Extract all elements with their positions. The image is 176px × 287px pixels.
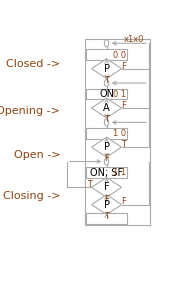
Text: T: T [104, 115, 109, 124]
Text: F: F [104, 195, 109, 203]
Text: F: F [121, 61, 126, 71]
Text: P: P [103, 142, 110, 152]
Text: 0 1: 0 1 [112, 90, 126, 99]
Circle shape [104, 40, 109, 47]
Text: x1x0: x1x0 [124, 36, 144, 44]
Circle shape [104, 79, 109, 87]
Text: T: T [87, 180, 92, 189]
Text: Open ->: Open -> [14, 150, 60, 160]
Text: F: F [104, 182, 109, 192]
Text: T: T [104, 76, 109, 85]
Circle shape [104, 158, 109, 165]
Circle shape [104, 119, 109, 126]
Text: F: F [121, 101, 126, 110]
Text: Closing ->: Closing -> [3, 191, 60, 201]
Text: Opening ->: Opening -> [0, 106, 60, 116]
Text: 1 0: 1 0 [112, 129, 126, 138]
Polygon shape [92, 59, 122, 79]
Text: ON: ON [99, 89, 114, 99]
Text: T: T [104, 212, 109, 221]
Text: Closed ->: Closed -> [6, 59, 60, 69]
Polygon shape [92, 177, 122, 197]
FancyBboxPatch shape [86, 213, 127, 224]
Text: P: P [103, 64, 110, 74]
FancyBboxPatch shape [86, 128, 127, 139]
Text: T: T [121, 140, 126, 149]
Text: A: A [103, 103, 110, 113]
Text: F: F [104, 154, 109, 163]
Text: 1 1: 1 1 [112, 168, 126, 177]
FancyBboxPatch shape [86, 49, 127, 60]
FancyBboxPatch shape [86, 167, 127, 178]
Polygon shape [92, 137, 122, 157]
Text: 0 0: 0 0 [112, 51, 126, 60]
Text: P: P [103, 199, 110, 210]
Text: F: F [121, 197, 126, 206]
FancyBboxPatch shape [86, 89, 127, 99]
Polygon shape [92, 195, 122, 215]
Polygon shape [92, 98, 122, 118]
Text: ON; SF: ON; SF [90, 168, 123, 178]
